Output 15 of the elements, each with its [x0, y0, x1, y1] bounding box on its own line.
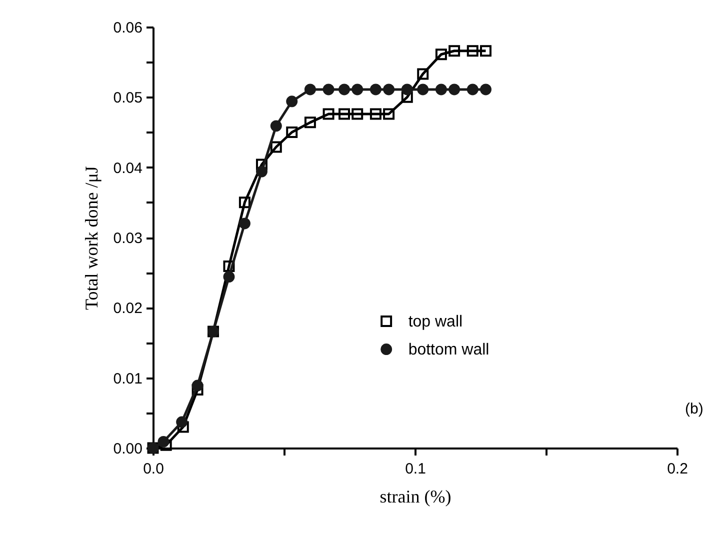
legend-label: top wall	[408, 313, 463, 330]
text: (b)	[685, 400, 704, 418]
y-tick-label: 0.01	[113, 370, 142, 388]
x-axis-title: strain (%)	[380, 486, 452, 506]
y-tick-label: 0.03	[113, 230, 142, 247]
legend-label: bottom wall	[408, 341, 490, 358]
y-tick-label: 0.02	[113, 300, 142, 318]
y-tick-label: 0.06	[113, 20, 142, 36]
y-tick-label: 0.00	[113, 440, 142, 458]
x-tick-label: 0.2	[667, 460, 688, 478]
y-axis-title: Total work done /μJ	[81, 166, 102, 310]
y-tick-label: 0.05	[113, 90, 142, 107]
x-tick-label: 0.1	[405, 460, 426, 478]
y-tick-label: 0.04	[113, 160, 142, 177]
x-tick-label: 0.0	[143, 460, 164, 478]
